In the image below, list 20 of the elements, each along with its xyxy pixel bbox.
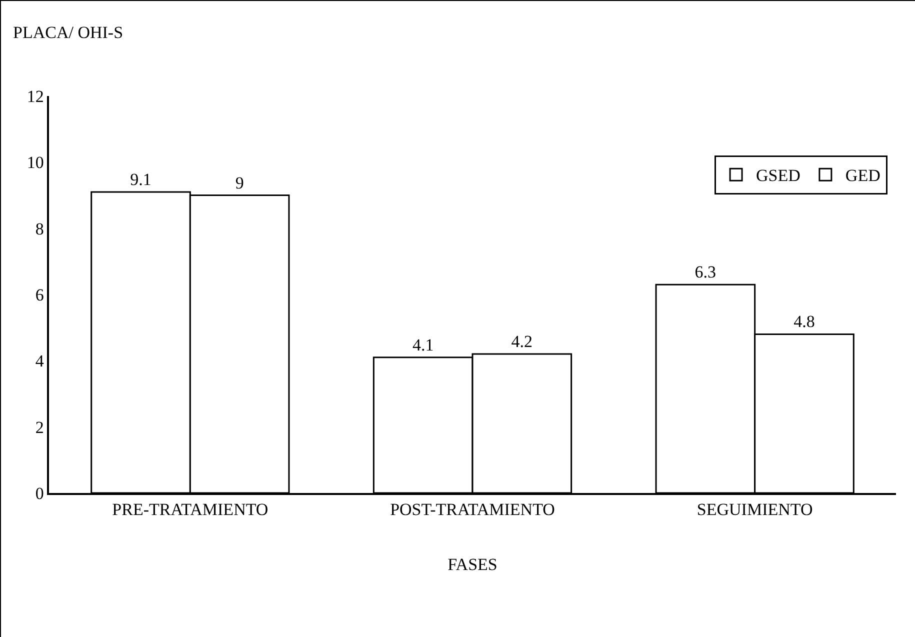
x-tick-label: POST-TRATAMIENTO bbox=[390, 500, 555, 520]
data-label: 9.1 bbox=[130, 170, 152, 189]
x-tick-label: PRE-TRATAMIENTO bbox=[112, 500, 268, 520]
x-tick-label: SEGUIMIENTO bbox=[696, 500, 813, 520]
legend-label: GSED bbox=[756, 166, 800, 186]
y-tick-label: 10 bbox=[26, 153, 44, 172]
data-label: 4.1 bbox=[412, 335, 434, 354]
y-axis-title: PLACA/ OHI-S bbox=[13, 23, 124, 42]
y-tick-label: 4 bbox=[35, 352, 44, 371]
data-label: 4.2 bbox=[511, 332, 533, 352]
y-tick-label: 12 bbox=[26, 86, 44, 106]
x-axis-title: FASES bbox=[448, 555, 498, 574]
legend-label: GED bbox=[845, 166, 880, 186]
data-label: 6.3 bbox=[694, 262, 716, 282]
y-tick-label: 6 bbox=[35, 285, 44, 304]
y-tick-label: 2 bbox=[35, 418, 44, 437]
y-tick-label: 8 bbox=[35, 219, 44, 238]
y-tick-label: 0 bbox=[35, 484, 44, 503]
data-label: 9 bbox=[235, 173, 244, 192]
data-label: 4.8 bbox=[794, 312, 815, 332]
